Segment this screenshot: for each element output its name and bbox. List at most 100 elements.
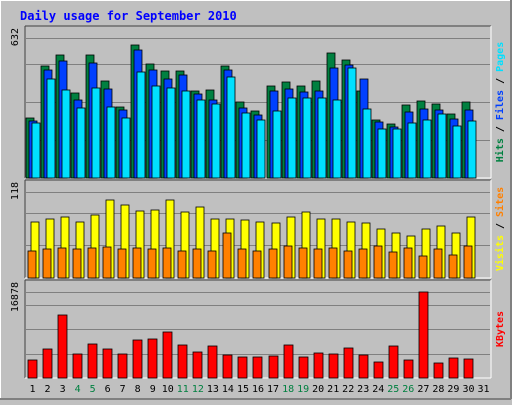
- bar-pages-day-7: [121, 117, 131, 179]
- bar-sites-day-20: [313, 248, 323, 279]
- bar-pages-day-23: [362, 108, 372, 179]
- x-tick-label: 13: [207, 384, 219, 395]
- bar-sites-day-15: [237, 248, 247, 279]
- bar-kbytes-day-14: [222, 354, 233, 379]
- x-tick-label: 8: [135, 384, 141, 395]
- bar-pages-day-24: [377, 128, 387, 179]
- legend-part: /: [495, 217, 506, 235]
- bar-pages-day-10: [166, 87, 176, 179]
- bar-pages-day-11: [181, 90, 191, 179]
- x-tick-label: 27: [417, 384, 429, 395]
- bar-sites-day-13: [207, 250, 217, 279]
- bar-kbytes-day-8: [132, 339, 143, 379]
- x-tick-label: 23: [357, 384, 369, 395]
- bar-kbytes-day-24: [373, 361, 384, 379]
- bar-pages-day-29: [452, 125, 462, 179]
- legend-part: Visits: [494, 235, 506, 271]
- bar-sites-day-9: [147, 248, 157, 279]
- bar-kbytes-day-4: [72, 353, 83, 379]
- bar-sites-day-18: [283, 245, 293, 279]
- x-tick-label: 9: [150, 384, 156, 395]
- bars-visits-sites: [27, 199, 476, 279]
- bar-pages-day-26: [407, 122, 417, 179]
- x-tick-label: 24: [372, 384, 384, 395]
- bar-sites-day-24: [373, 245, 383, 279]
- bar-pages-day-14: [226, 76, 236, 179]
- bar-sites-day-23: [358, 248, 368, 279]
- bar-kbytes-day-1: [27, 359, 38, 379]
- bar-sites-day-3: [57, 247, 67, 279]
- bar-pages-day-25: [392, 128, 402, 179]
- legend-part: Files: [494, 90, 506, 120]
- bar-pages-day-20: [317, 97, 327, 179]
- bar-sites-day-19: [298, 247, 308, 279]
- legend-part: Sites: [494, 187, 506, 217]
- bar-sites-day-17: [268, 248, 278, 279]
- x-tick-label: 25: [387, 384, 399, 395]
- bar-sites-day-30: [463, 245, 473, 279]
- bar-sites-day-6: [102, 246, 112, 279]
- bar-kbytes-day-23: [358, 354, 369, 379]
- bar-kbytes-day-17: [268, 355, 279, 379]
- bar-pages-day-18: [287, 97, 297, 179]
- x-tick-label: 21: [327, 384, 339, 395]
- bar-pages-day-2: [46, 78, 56, 179]
- bar-sites-day-7: [117, 248, 127, 279]
- x-tick-label: 6: [105, 384, 111, 395]
- y-max-label: 118: [10, 182, 21, 200]
- bar-kbytes-day-22: [343, 347, 354, 379]
- bar-kbytes-day-19: [298, 356, 309, 379]
- bar-pages-day-19: [302, 97, 312, 179]
- bar-kbytes-day-3: [57, 314, 68, 379]
- bar-sites-day-16: [252, 250, 262, 279]
- x-tick-label: 28: [432, 384, 444, 395]
- x-tick-label: 1: [29, 384, 35, 395]
- bar-pages-day-13: [211, 103, 221, 179]
- panel-visits-sites: 118 Visits / Sites: [10, 179, 506, 279]
- chart-panels: 632 Hits / Files / Pages 118 Visits / Sites…: [10, 25, 506, 379]
- x-tick-label: 10: [162, 384, 174, 395]
- bar-pages-day-1: [31, 122, 41, 179]
- x-tick-label: 30: [462, 384, 474, 395]
- bar-pages-day-8: [136, 71, 146, 179]
- bar-pages-day-6: [106, 106, 116, 179]
- bar-pages-day-4: [76, 107, 86, 179]
- legend-part: KBytes: [495, 311, 506, 347]
- x-tick-label: 3: [60, 384, 66, 395]
- y-max-label: 632: [10, 28, 21, 46]
- bar-kbytes-day-15: [237, 356, 248, 379]
- bars-hits-files-pages: [25, 44, 477, 179]
- bar-sites-day-22: [343, 250, 353, 279]
- x-tick-label: 14: [222, 384, 234, 395]
- bar-sites-day-10: [162, 247, 172, 279]
- legend-part: /: [495, 72, 506, 90]
- x-tick-label: 16: [252, 384, 264, 395]
- x-tick-label: 31: [477, 384, 489, 395]
- series-legend-label: Visits / Sites: [494, 187, 506, 271]
- x-tick-label: 5: [90, 384, 96, 395]
- x-tick-label: 19: [297, 384, 309, 395]
- bar-pages-day-27: [422, 119, 432, 179]
- bar-sites-day-11: [177, 250, 187, 279]
- bar-kbytes-day-9: [147, 338, 158, 379]
- bar-sites-day-25: [388, 251, 398, 279]
- bar-sites-day-26: [403, 247, 413, 279]
- bar-sites-day-29: [448, 254, 458, 279]
- bar-sites-day-4: [72, 248, 82, 279]
- bar-kbytes-day-28: [433, 362, 444, 379]
- x-tick-label: 11: [177, 384, 189, 395]
- y-max-label: 16878: [10, 282, 21, 312]
- x-tick-label: 4: [75, 384, 81, 395]
- chart-title: Daily usage for September 2010: [20, 9, 237, 23]
- bar-kbytes-day-25: [388, 345, 399, 379]
- legend-part: Pages: [495, 42, 506, 72]
- bar-kbytes-day-20: [313, 352, 324, 379]
- bar-kbytes-day-2: [42, 348, 53, 379]
- bar-sites-day-27: [418, 255, 428, 279]
- bar-sites-day-1: [27, 250, 37, 279]
- bar-sites-day-28: [433, 248, 443, 279]
- bar-kbytes-day-26: [403, 359, 414, 379]
- bar-pages-day-12: [196, 99, 206, 179]
